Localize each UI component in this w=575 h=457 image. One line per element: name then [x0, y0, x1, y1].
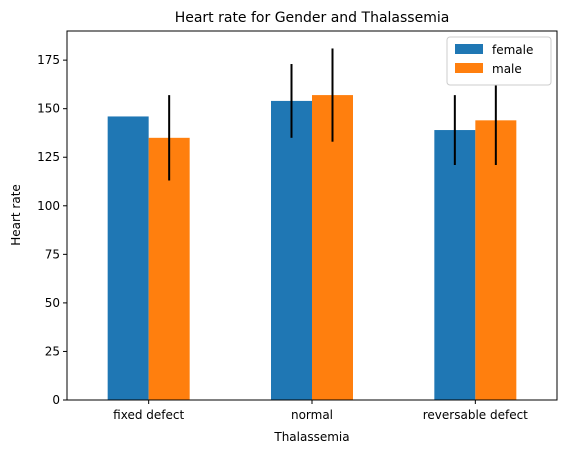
legend-swatch-female: [455, 44, 483, 54]
legend-label-male: male: [492, 62, 522, 76]
y-tick-label: 150: [37, 102, 60, 116]
x-tick-label: fixed defect: [113, 408, 184, 422]
y-axis-title: Heart rate: [9, 184, 23, 246]
bar-male-0: [148, 137, 190, 400]
plot-area: 0 25 50 75 100 125 150 175 fixed defect normal rev…: [37, 30, 558, 422]
bar-female-1: [271, 100, 312, 401]
y-tick-label: 25: [45, 344, 60, 358]
y-tick-label: 75: [45, 247, 60, 261]
y-tick-label: 0: [52, 393, 60, 407]
legend-swatch-male: [455, 63, 483, 73]
x-tick-label: reversable defect: [423, 408, 528, 422]
x-axis-title: Thalassemia: [273, 430, 349, 444]
bar-male-2: [475, 120, 517, 400]
y-tick-label: 100: [37, 199, 60, 213]
legend: female male: [446, 36, 552, 86]
bar-female-2: [434, 130, 476, 400]
y-tick-label: 50: [45, 296, 60, 310]
bar-male-1: [312, 95, 353, 400]
y-tick-label: 175: [37, 53, 60, 67]
legend-label-female: female: [492, 43, 533, 57]
chart-title: Heart rate for Gender and Thalassemia: [175, 10, 450, 26]
bar-female-0: [107, 116, 149, 400]
x-tick-label: normal: [291, 408, 333, 422]
y-tick-label: 125: [37, 150, 60, 164]
